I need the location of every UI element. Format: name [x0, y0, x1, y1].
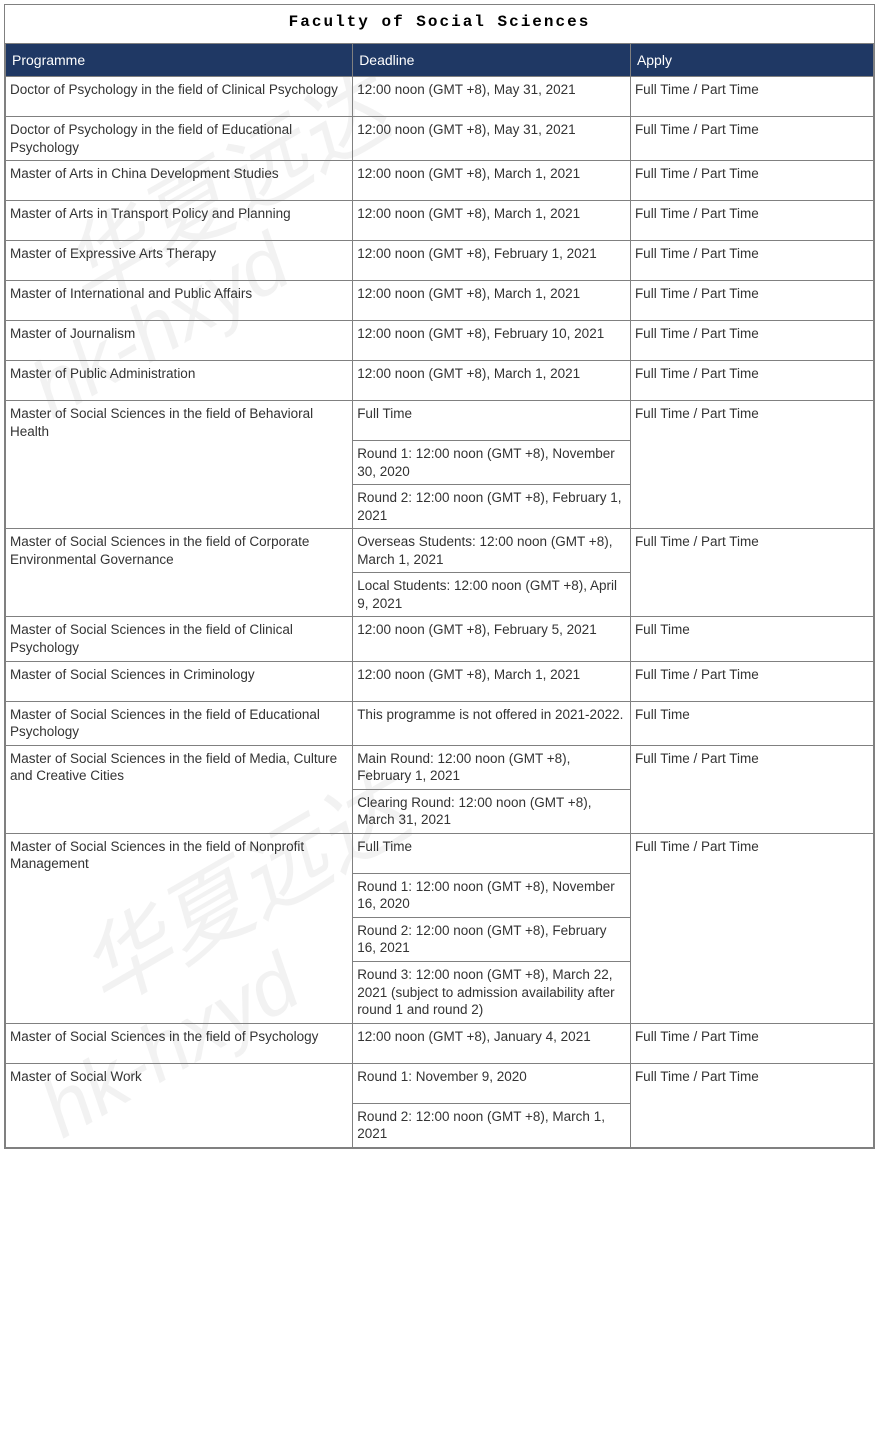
deadline-cell: 12:00 noon (GMT +8), March 1, 2021 [353, 361, 631, 401]
table-row: Master of Expressive Arts Therapy12:00 n… [6, 241, 874, 281]
apply-cell: Full Time / Part Time [630, 241, 873, 281]
deadline-cell: 12:00 noon (GMT +8), May 31, 2021 [353, 117, 631, 161]
table-row: Doctor of Psychology in the field of Edu… [6, 117, 874, 161]
programme-cell: Master of Social Sciences in the field o… [6, 401, 353, 529]
deadline-cell: Main Round: 12:00 noon (GMT +8), Februar… [353, 745, 631, 789]
table-row: Master of Social Sciences in the field o… [6, 745, 874, 789]
table-row: Master of Social Sciences in the field o… [6, 701, 874, 745]
table-row: Master of Social Sciences in the field o… [6, 529, 874, 573]
deadline-cell: Round 2: 12:00 noon (GMT +8), February 1… [353, 917, 631, 961]
programme-cell: Master of Social Sciences in Criminology [6, 661, 353, 701]
deadline-cell: Overseas Students: 12:00 noon (GMT +8), … [353, 529, 631, 573]
table-row: Master of Journalism12:00 noon (GMT +8),… [6, 321, 874, 361]
programme-cell: Master of Social Work [6, 1063, 353, 1147]
programme-cell: Master of Social Sciences in the field o… [6, 833, 353, 1023]
page-title: Faculty of Social Sciences [289, 13, 591, 31]
deadline-cell: 12:00 noon (GMT +8), February 10, 2021 [353, 321, 631, 361]
programme-cell: Master of Social Sciences in the field o… [6, 617, 353, 661]
title-wrap: Faculty of Social Sciences [5, 5, 874, 43]
deadline-cell: 12:00 noon (GMT +8), March 1, 2021 [353, 661, 631, 701]
apply-cell: Full Time / Part Time [630, 833, 873, 1023]
programme-cell: Master of Social Sciences in the field o… [6, 529, 353, 617]
apply-cell: Full Time / Part Time [630, 281, 873, 321]
programme-cell: Master of Journalism [6, 321, 353, 361]
apply-cell: Full Time / Part Time [630, 201, 873, 241]
table-row: Master of Arts in Transport Policy and P… [6, 201, 874, 241]
deadline-cell: Round 2: 12:00 noon (GMT +8), March 1, 2… [353, 1103, 631, 1147]
deadline-cell: 12:00 noon (GMT +8), February 5, 2021 [353, 617, 631, 661]
deadline-cell: Full Time [353, 833, 631, 873]
apply-cell: Full Time / Part Time [630, 745, 873, 833]
header-programme: Programme [6, 44, 353, 77]
deadline-cell: Round 1: 12:00 noon (GMT +8), November 1… [353, 873, 631, 917]
deadline-cell: Round 2: 12:00 noon (GMT +8), February 1… [353, 485, 631, 529]
apply-cell: Full Time [630, 617, 873, 661]
table-row: Master of Social Sciences in the field o… [6, 401, 874, 441]
programme-cell: Master of Arts in China Development Stud… [6, 161, 353, 201]
outer-container: Faculty of Social Sciences Programme Dea… [4, 4, 875, 1149]
table-row: Master of Social Sciences in the field o… [6, 617, 874, 661]
apply-cell: Full Time / Part Time [630, 661, 873, 701]
programme-cell: Master of International and Public Affai… [6, 281, 353, 321]
programme-table: Programme Deadline Apply Doctor of Psych… [5, 43, 874, 1148]
programme-cell: Master of Social Sciences in the field o… [6, 1023, 353, 1063]
apply-cell: Full Time / Part Time [630, 1063, 873, 1147]
table-row: Master of International and Public Affai… [6, 281, 874, 321]
header-apply: Apply [630, 44, 873, 77]
deadline-cell: 12:00 noon (GMT +8), May 31, 2021 [353, 77, 631, 117]
deadline-cell: 12:00 noon (GMT +8), January 4, 2021 [353, 1023, 631, 1063]
deadline-cell: 12:00 noon (GMT +8), March 1, 2021 [353, 201, 631, 241]
apply-cell: Full Time / Part Time [630, 361, 873, 401]
programme-cell: Master of Social Sciences in the field o… [6, 745, 353, 833]
apply-cell: Full Time / Part Time [630, 401, 873, 529]
table-row: Master of Social Sciences in the field o… [6, 833, 874, 873]
programme-cell: Doctor of Psychology in the field of Cli… [6, 77, 353, 117]
table-row: Master of Public Administration12:00 noo… [6, 361, 874, 401]
deadline-cell: 12:00 noon (GMT +8), March 1, 2021 [353, 281, 631, 321]
deadline-cell: 12:00 noon (GMT +8), March 1, 2021 [353, 161, 631, 201]
programme-cell: Master of Social Sciences in the field o… [6, 701, 353, 745]
deadline-cell: Full Time [353, 401, 631, 441]
table-row: Master of Social WorkRound 1: November 9… [6, 1063, 874, 1103]
apply-cell: Full Time / Part Time [630, 161, 873, 201]
header-deadline: Deadline [353, 44, 631, 77]
deadline-cell: Round 3: 12:00 noon (GMT +8), March 22, … [353, 962, 631, 1024]
programme-cell: Master of Public Administration [6, 361, 353, 401]
apply-cell: Full Time [630, 701, 873, 745]
table-header-row: Programme Deadline Apply [6, 44, 874, 77]
programme-cell: Master of Arts in Transport Policy and P… [6, 201, 353, 241]
apply-cell: Full Time / Part Time [630, 529, 873, 617]
table-row: Master of Arts in China Development Stud… [6, 161, 874, 201]
programme-cell: Doctor of Psychology in the field of Edu… [6, 117, 353, 161]
deadline-cell: Clearing Round: 12:00 noon (GMT +8), Mar… [353, 789, 631, 833]
apply-cell: Full Time / Part Time [630, 1023, 873, 1063]
apply-cell: Full Time / Part Time [630, 321, 873, 361]
apply-cell: Full Time / Part Time [630, 77, 873, 117]
deadline-cell: This programme is not offered in 2021-20… [353, 701, 631, 745]
table-row: Master of Social Sciences in the field o… [6, 1023, 874, 1063]
deadline-cell: Round 1: 12:00 noon (GMT +8), November 3… [353, 441, 631, 485]
deadline-cell: Round 1: November 9, 2020 [353, 1063, 631, 1103]
programme-cell: Master of Expressive Arts Therapy [6, 241, 353, 281]
deadline-cell: Local Students: 12:00 noon (GMT +8), Apr… [353, 573, 631, 617]
deadline-cell: 12:00 noon (GMT +8), February 1, 2021 [353, 241, 631, 281]
apply-cell: Full Time / Part Time [630, 117, 873, 161]
table-row: Doctor of Psychology in the field of Cli… [6, 77, 874, 117]
table-row: Master of Social Sciences in Criminology… [6, 661, 874, 701]
